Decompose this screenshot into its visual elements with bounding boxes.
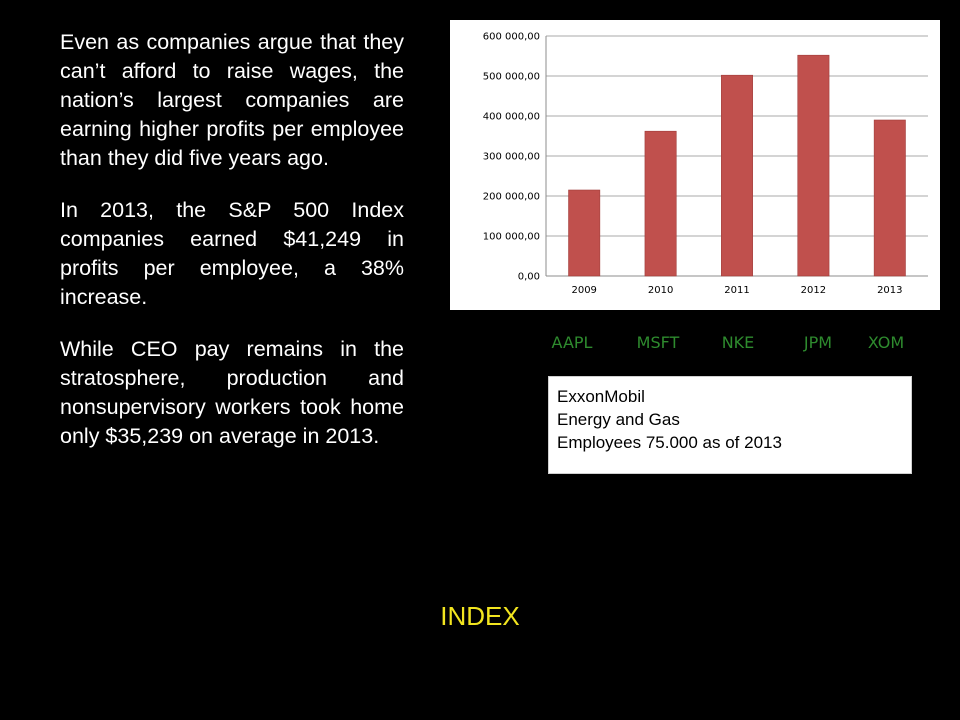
x-tick-label-2010: 2010	[648, 285, 673, 296]
ticker-xom: XOM	[867, 333, 905, 352]
y-tick-label-4: 400 000,00	[483, 112, 540, 123]
company-employees: Employees 75.000 as of 2013	[557, 433, 782, 452]
x-tick-label-2012: 2012	[801, 285, 826, 296]
ticker-aapl: AAPL	[551, 333, 593, 352]
bar-2010	[644, 130, 677, 277]
x-tick-label-2013: 2013	[877, 285, 902, 296]
x-tick-label-2009: 2009	[571, 285, 596, 296]
y-tick-label-3: 300 000,00	[483, 152, 540, 163]
bar-2013	[873, 119, 906, 277]
company-sector: Energy and Gas	[557, 410, 680, 429]
body-text: Even as companies argue that they can’t …	[60, 28, 404, 474]
y-tick-label-2: 200 000,00	[483, 192, 540, 203]
ticker-msft: MSFT	[636, 333, 680, 352]
y-tick-label-0: 0,00	[518, 272, 540, 283]
chart-background	[450, 20, 940, 310]
y-tick-label-5: 500 000,00	[483, 72, 540, 83]
bar-chart-svg: 0,00 100 000,00 200 000,00 300 000,00 400 00…	[450, 20, 940, 310]
paragraph-wages: While CEO pay remains in the stratospher…	[60, 337, 404, 448]
bar-2011	[721, 74, 753, 277]
bar-2012	[797, 54, 830, 277]
y-tick-label-1: 100 000,00	[483, 232, 540, 243]
bar-2009	[568, 189, 601, 277]
y-tick-label-6: 600 000,00	[483, 32, 540, 43]
ticker-jpm: JPM	[803, 333, 833, 352]
x-tick-label-2011: 2011	[724, 285, 749, 296]
company-info-box: ExxonMobil Energy and Gas Employees 75.0…	[548, 376, 912, 474]
paragraph-sp500: In 2013, the S&P 500 Index companies ear…	[60, 198, 404, 309]
ticker-row: AAPL MSFT NKE JPM XOM	[548, 333, 910, 357]
company-name: ExxonMobil	[557, 387, 645, 406]
bar-chart: 0,00 100 000,00 200 000,00 300 000,00 400 00…	[450, 20, 940, 310]
index-label: INDEX	[440, 601, 520, 631]
paragraph-profits: Even as companies argue that they can’t …	[60, 30, 404, 170]
ticker-nke: NKE	[721, 333, 755, 352]
